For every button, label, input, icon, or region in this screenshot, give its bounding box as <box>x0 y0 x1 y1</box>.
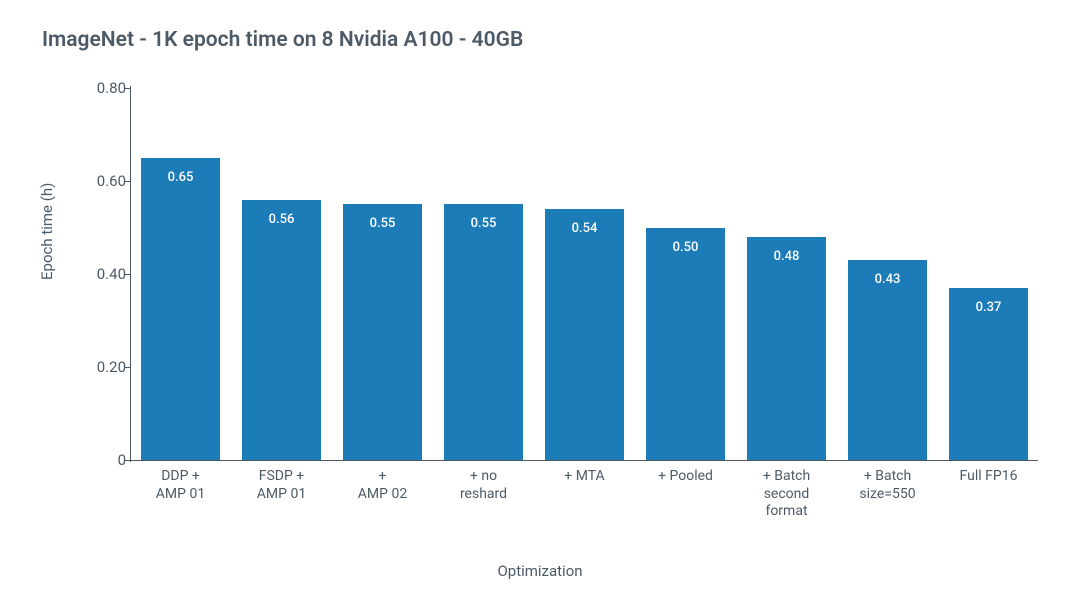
x-category-label: + Batch size=550 <box>837 468 938 503</box>
bar-value-label: 0.55 <box>343 216 422 231</box>
y-tick-label: 0.20 <box>74 358 126 376</box>
bar: 0.50 <box>646 228 725 461</box>
bar: 0.56 <box>242 200 321 460</box>
bar: 0.43 <box>848 260 927 460</box>
chart-container: ImageNet - 1K epoch time on 8 Nvidia A10… <box>0 0 1080 608</box>
bar-value-label: 0.43 <box>848 272 927 287</box>
y-tick-label: 0.60 <box>74 172 126 190</box>
bar-value-label: 0.65 <box>141 170 220 185</box>
y-tick-label: 0.40 <box>74 265 126 283</box>
bar: 0.37 <box>949 288 1028 460</box>
x-category-label: DDP + AMP 01 <box>130 468 231 503</box>
y-tick-label: 0 <box>74 451 126 469</box>
x-axis-label: Optimization <box>0 562 1080 580</box>
bar: 0.55 <box>343 204 422 460</box>
x-category-label: + Pooled <box>635 468 736 486</box>
bar: 0.55 <box>444 204 523 460</box>
x-category-label: Full FP16 <box>938 468 1039 486</box>
bars-group: 0.65 0.56 0.55 0.55 0.54 0.50 0.48 0.43 … <box>130 88 1038 460</box>
y-tick-label: 0.80 <box>74 79 126 97</box>
bar: 0.48 <box>747 237 826 460</box>
y-axis-label: Epoch time (h) <box>38 183 56 280</box>
x-category-label: FSDP + AMP 01 <box>231 468 332 503</box>
bar-value-label: 0.50 <box>646 240 725 255</box>
chart-title: ImageNet - 1K epoch time on 8 Nvidia A10… <box>42 28 523 52</box>
x-category-label: + Batch second format <box>736 468 837 521</box>
x-category-label: + no reshard <box>433 468 534 503</box>
x-category-label: + MTA <box>534 468 635 486</box>
bar-value-label: 0.48 <box>747 249 826 264</box>
bar: 0.54 <box>545 209 624 460</box>
x-axis-line <box>130 460 1038 461</box>
bar-value-label: 0.55 <box>444 216 523 231</box>
bar-value-label: 0.37 <box>949 300 1028 315</box>
bar-value-label: 0.56 <box>242 212 321 227</box>
x-category-label: + AMP 02 <box>332 468 433 503</box>
bar: 0.65 <box>141 158 220 460</box>
bar-value-label: 0.54 <box>545 221 624 236</box>
